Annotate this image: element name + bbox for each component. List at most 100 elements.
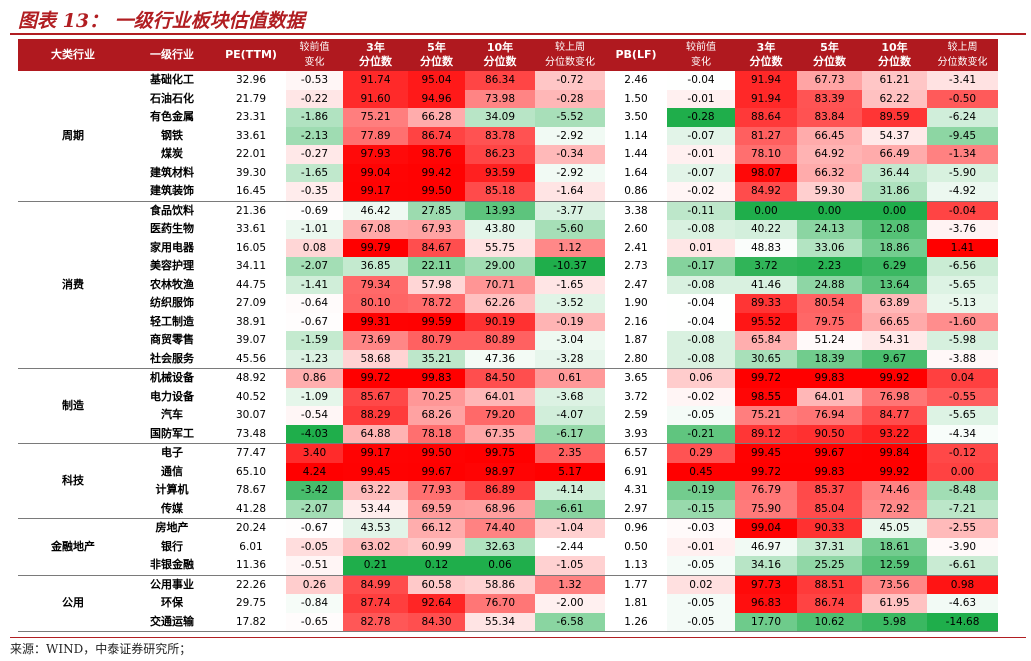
value-cell: 78.72: [408, 294, 465, 313]
value-cell: 66.49: [862, 145, 927, 164]
value-cell: 99.83: [797, 462, 862, 481]
value-cell: 63.22: [343, 481, 408, 500]
value-cell: 90.19: [465, 312, 535, 331]
value-cell: -0.08: [667, 349, 735, 369]
value-cell: 0.50: [624, 540, 648, 553]
value-cell: 73.98: [465, 89, 535, 108]
value-cell: -0.28: [535, 89, 605, 108]
value-cell: 6.91: [624, 465, 648, 478]
table-row: 科技 电子 77.47 3.40 99.17 99.50 99.75 2.35 6.57 0.29…: [18, 443, 998, 519]
value-cell: 64.01: [797, 387, 862, 406]
header-pe-10y-l2: 分位数: [483, 55, 517, 68]
header-pb-chg: 较前值 变化: [667, 39, 735, 71]
table-row: 家用电器 16.05 0.08 99.79 84.67 55.75 1.12 2.41 0.01…: [18, 238, 998, 257]
value-cell: 5.98: [862, 612, 927, 632]
value-cell: 1.90: [624, 297, 648, 309]
value-cell: -3.52: [535, 294, 605, 313]
table-row: 建筑装饰 16.45 -0.35 99.17 99.50 85.18 -1.64 0.86 -0…: [18, 182, 998, 202]
value-cell: 54.37: [862, 126, 927, 145]
header-pe-5y-l1: 5年: [427, 41, 446, 54]
value-cell: 66.28: [408, 108, 465, 127]
value-cell: 24.88: [797, 275, 862, 294]
value-cell: 82.78: [343, 612, 408, 632]
value-cell: -2.92: [535, 163, 605, 182]
value-cell: 3.40: [286, 443, 343, 463]
value-cell: 95.52: [735, 312, 797, 331]
header-pb-chg-l2: 变化: [691, 57, 711, 68]
value-cell: 25.25: [797, 556, 862, 576]
header-pe-5y-l2: 分位数: [420, 55, 453, 68]
value-cell: 29.75: [235, 597, 267, 609]
value-cell: 1.87: [624, 334, 648, 346]
value-cell: -0.64: [286, 294, 343, 313]
title-rule: [10, 33, 1026, 35]
value-cell: 24.13: [797, 220, 862, 239]
header-pe-10y: 10年 分位数: [465, 39, 535, 71]
table-row: 石油石化 21.79 -0.22 91.60 94.96 73.98 -0.28 1.50 -0…: [18, 89, 998, 108]
value-cell: 0.00: [862, 201, 927, 220]
table-row: 非银金融 11.36 -0.51 0.21 0.12 0.06 -1.05 1.13 -0.05…: [18, 556, 998, 576]
industry-cell: 农林牧渔: [150, 277, 194, 291]
industry-cell: 建筑材料: [150, 165, 194, 179]
industry-cell: 汽车: [161, 408, 183, 421]
value-cell: 99.17: [343, 443, 408, 463]
table-row: 传媒 41.28 -2.07 53.44 69.59 68.96 -6.61 2.97 -0.1…: [18, 499, 998, 519]
value-cell: 99.67: [408, 462, 465, 481]
value-cell: 0.21: [343, 556, 408, 576]
table-row: 制造 机械设备 48.92 0.86 99.72 99.83 84.50 0.61 3.65 0.…: [18, 368, 998, 444]
value-cell: -1.09: [286, 387, 343, 406]
table-row: 建筑材料 39.30 -1.65 99.04 99.42 93.59 -2.92 1.64 -0…: [18, 163, 998, 182]
value-cell: 1.12: [535, 238, 605, 257]
header-pb: PB(LF): [605, 39, 667, 71]
value-cell: 93.22: [862, 424, 927, 444]
value-cell: 62.22: [862, 89, 927, 108]
value-cell: 57.98: [408, 275, 465, 294]
value-cell: -1.86: [286, 108, 343, 127]
value-cell: 99.45: [343, 462, 408, 481]
value-cell: 1.77: [624, 578, 648, 591]
value-cell: 89.59: [862, 108, 927, 127]
value-cell: 91.94: [735, 71, 797, 90]
value-cell: 35.21: [408, 349, 465, 369]
value-cell: -0.51: [286, 556, 343, 576]
value-cell: 95.04: [408, 71, 465, 90]
header-pe-10y-l1: 10年: [486, 41, 514, 54]
value-cell: 47.36: [465, 349, 535, 369]
value-cell: 16.05: [235, 241, 267, 254]
value-cell: -4.34: [927, 424, 998, 444]
value-cell: 46.97: [735, 537, 797, 556]
value-cell: -5.98: [927, 331, 998, 350]
value-cell: 10.62: [797, 612, 862, 632]
value-cell: 91.60: [343, 89, 408, 108]
header-pb-10y: 10年 分位数: [862, 39, 927, 71]
value-cell: 36.44: [862, 163, 927, 182]
value-cell: -3.28: [535, 349, 605, 369]
value-cell: 9.67: [862, 349, 927, 369]
value-cell: -0.04: [667, 312, 735, 331]
header-group: 大类行业: [18, 39, 128, 71]
value-cell: -10.37: [535, 257, 605, 276]
value-cell: 66.65: [862, 312, 927, 331]
value-cell: 37.31: [797, 537, 862, 556]
value-cell: 13.93: [465, 201, 535, 220]
value-cell: 73.69: [343, 331, 408, 350]
value-cell: -0.12: [927, 443, 998, 463]
value-cell: -0.67: [286, 518, 343, 538]
value-cell: 79.75: [797, 312, 862, 331]
value-cell: 66.12: [408, 518, 465, 538]
value-cell: 99.50: [408, 443, 465, 463]
value-cell: -0.05: [667, 406, 735, 425]
value-cell: 51.24: [797, 331, 862, 350]
value-cell: 0.08: [286, 238, 343, 257]
value-cell: 92.64: [408, 594, 465, 613]
header-pe-3y-l2: 分位数: [359, 55, 392, 68]
value-cell: -0.08: [667, 275, 735, 294]
value-cell: 61.95: [862, 594, 927, 613]
value-cell: 80.10: [343, 294, 408, 313]
table-row: 通信 65.10 4.24 99.45 99.67 98.97 5.17 6.91 0.45 99…: [18, 462, 998, 481]
header-pb-10y-l1: 10年: [881, 41, 908, 54]
value-cell: 99.67: [797, 443, 862, 463]
value-cell: -4.07: [535, 406, 605, 425]
value-cell: -1.65: [286, 163, 343, 182]
table-row: 轻工制造 38.91 -0.67 99.31 99.59 90.19 -0.19 2.16 -0…: [18, 312, 998, 331]
